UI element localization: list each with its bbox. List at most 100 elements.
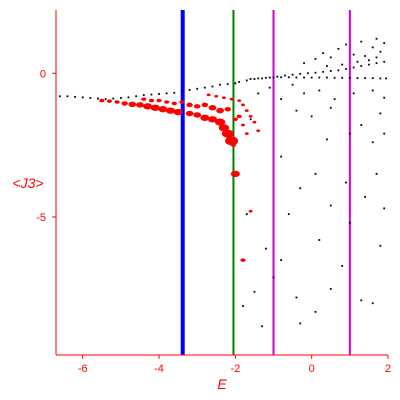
black-point — [368, 63, 370, 66]
black-point — [352, 92, 355, 95]
black-point — [299, 187, 302, 190]
black-point — [257, 92, 260, 95]
black-point — [314, 57, 317, 60]
black-point — [375, 56, 378, 59]
red-point — [241, 103, 245, 107]
red-point — [99, 98, 105, 103]
black-point — [287, 213, 290, 216]
black-point — [104, 98, 107, 101]
red-point — [240, 258, 246, 262]
black-point — [345, 43, 347, 46]
red-point — [208, 105, 217, 111]
red-point — [230, 143, 237, 147]
black-point — [264, 76, 267, 79]
red-point — [185, 110, 194, 117]
black-point — [173, 91, 176, 94]
black-point — [329, 106, 332, 109]
black-point — [326, 76, 328, 79]
black-point — [280, 98, 283, 101]
black-point — [211, 85, 214, 88]
x-tick-label: -6 — [78, 363, 88, 375]
red-point — [114, 100, 120, 104]
black-point — [356, 60, 359, 63]
black-point — [249, 78, 252, 80]
x-tick-label: -4 — [154, 363, 164, 375]
red-point — [207, 116, 218, 123]
black-point — [81, 96, 84, 99]
black-point — [352, 66, 355, 69]
black-point — [360, 124, 363, 126]
black-point — [280, 259, 283, 262]
red-point — [241, 123, 245, 127]
black-point — [314, 172, 317, 175]
black-point — [142, 94, 145, 96]
black-point — [364, 55, 367, 57]
black-point — [299, 322, 302, 325]
black-point — [181, 90, 183, 92]
red-point — [248, 115, 253, 118]
red-point — [221, 96, 226, 100]
black-point — [360, 40, 363, 43]
red-point — [186, 102, 193, 108]
black-point — [348, 221, 351, 224]
red-point — [173, 108, 183, 116]
red-point — [236, 114, 242, 119]
black-point — [329, 56, 332, 59]
black-point — [318, 89, 321, 92]
y-axis-label: <J3> — [12, 175, 43, 191]
red-point — [216, 107, 224, 114]
black-point — [379, 77, 382, 80]
black-point — [276, 75, 279, 78]
black-point — [371, 302, 374, 305]
black-point — [348, 132, 351, 135]
red-point — [248, 209, 253, 213]
black-point — [329, 287, 332, 290]
red-point — [136, 102, 144, 108]
black-point — [188, 89, 191, 91]
black-point — [203, 86, 206, 89]
black-point — [329, 70, 332, 72]
black-point — [150, 93, 153, 96]
black-point — [257, 77, 260, 80]
black-point — [261, 77, 263, 80]
black-point — [333, 98, 336, 101]
black-point — [245, 213, 248, 216]
x-axis-label: E — [217, 376, 227, 392]
black-point — [360, 299, 363, 302]
red-point — [225, 136, 239, 146]
black-point — [329, 204, 332, 207]
black-point — [371, 46, 374, 49]
red-point — [156, 98, 162, 103]
red-point — [121, 101, 128, 106]
black-point — [280, 155, 283, 158]
red-point — [201, 102, 209, 108]
red-point — [252, 120, 257, 124]
black-point — [371, 77, 374, 80]
x-tick-label: 2 — [385, 363, 391, 375]
black-point — [364, 77, 367, 80]
black-point — [268, 76, 271, 79]
black-point — [379, 50, 382, 53]
x-ticks-layer: -6 -4 -2 0 2 — [78, 355, 391, 375]
y-ticks-layer: 0 -5 — [36, 68, 56, 224]
x-tick-label: -2 — [230, 363, 240, 375]
black-point — [322, 52, 325, 55]
black-point — [295, 109, 298, 112]
black-point — [89, 97, 92, 99]
black-point — [364, 195, 367, 198]
black-point — [291, 83, 294, 86]
black-point — [371, 89, 374, 92]
black-point — [345, 68, 347, 70]
black-point — [383, 96, 386, 99]
black-point — [97, 97, 99, 100]
red-point — [214, 118, 226, 126]
black-point — [333, 76, 336, 79]
red-point — [106, 99, 113, 103]
red-point — [232, 117, 238, 122]
black-point — [299, 72, 302, 75]
red-point — [193, 104, 201, 109]
black-point — [226, 83, 229, 86]
black-point — [318, 76, 321, 79]
black-point — [287, 76, 290, 79]
black-point — [196, 87, 199, 90]
